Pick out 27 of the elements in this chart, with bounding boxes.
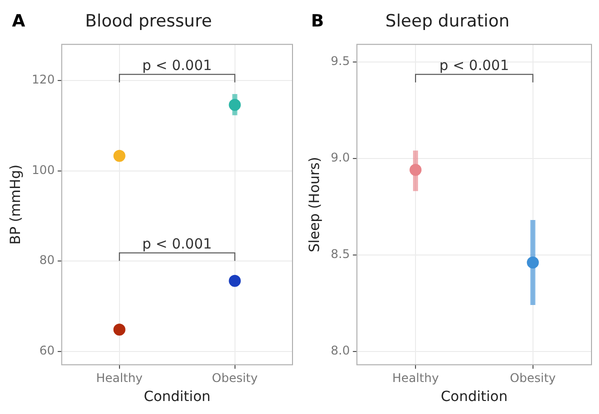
annotation: p < 0.001 [142, 58, 212, 74]
point [113, 150, 126, 162]
x-tick-label: Healthy [392, 371, 439, 386]
point [113, 324, 126, 336]
y-tick-label: 80 [39, 253, 55, 268]
y-tick-label: 8.5 [330, 246, 350, 261]
x-axis-title: Condition [440, 389, 508, 406]
y-tick-label: 8.0 [330, 343, 350, 358]
text: A [12, 11, 26, 32]
y-tick-label: 9.5 [330, 54, 350, 68]
x-axis-title: Condition [144, 389, 211, 406]
y-tick-label: 120 [32, 72, 55, 87]
annotation: p < 0.001 [142, 236, 212, 253]
chart-title: Sleep duration [385, 12, 510, 32]
point [228, 274, 241, 287]
y-tick-label: 60 [39, 343, 55, 358]
y-axis-title: Sleep (Hours) [307, 156, 324, 252]
y-tick-label: 100 [32, 162, 55, 177]
y-axis-title: BP (mmHg) [8, 164, 24, 245]
text: B [311, 11, 324, 32]
y-tick-label: 9.0 [330, 150, 350, 164]
x-tick-label: Obesity [510, 371, 556, 386]
annotation: p < 0.001 [439, 58, 509, 74]
point [228, 98, 241, 111]
x-tick-label: Healthy [96, 371, 143, 386]
x-tick-label: Obesity [212, 371, 258, 386]
chart-title: Blood pressure [85, 12, 212, 32]
